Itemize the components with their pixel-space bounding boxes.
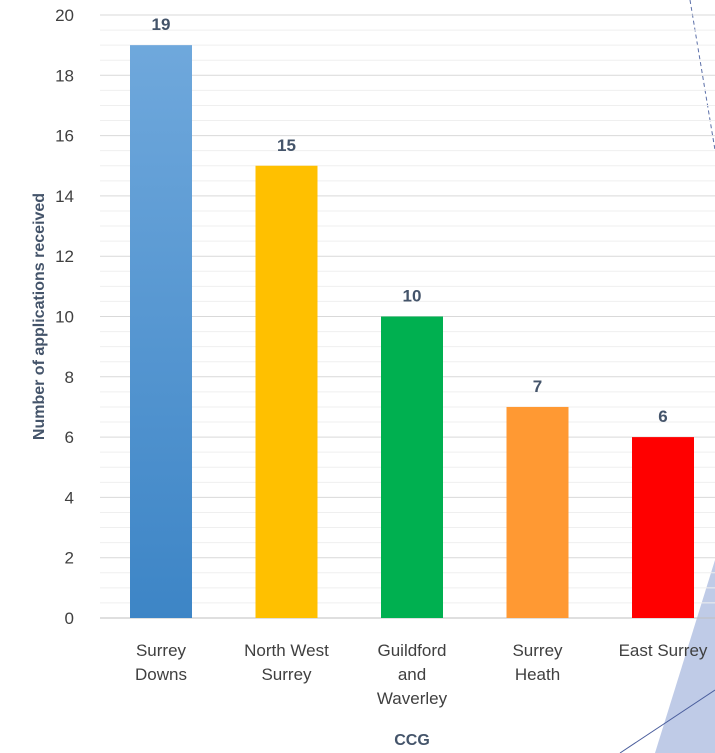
bar	[506, 406, 569, 618]
y-tick-label: 0	[65, 609, 74, 628]
x-category-label: Surrey Downs	[135, 641, 187, 684]
y-tick-labels: 0 2 4 6 8 10 12 14 16 18 20	[55, 6, 74, 628]
x-category-label: Surrey Heath	[512, 641, 563, 684]
y-tick-label: 8	[65, 368, 74, 387]
data-label: 6	[658, 407, 667, 426]
data-label: 10	[403, 287, 422, 306]
data-label: 15	[277, 136, 296, 155]
y-tick-label: 6	[65, 428, 74, 447]
y-tick-label: 2	[65, 549, 74, 568]
x-category-label: East Surrey	[619, 641, 708, 660]
x-category-label: North West Surrey	[244, 641, 329, 684]
bar	[255, 165, 318, 618]
bar	[381, 316, 443, 618]
y-tick-label: 16	[55, 127, 74, 146]
y-tick-label: 10	[55, 308, 74, 327]
data-label: 7	[533, 377, 542, 396]
x-category-label: Guildford and Waverley	[377, 641, 448, 708]
bars	[130, 45, 694, 618]
y-tick-label: 20	[55, 6, 74, 25]
y-tick-label: 4	[65, 488, 74, 507]
y-tick-label: 18	[55, 66, 74, 85]
y-axis-title: Number of applications received	[31, 193, 48, 440]
bar	[632, 437, 694, 618]
data-labels: 19 15 10 7 6	[152, 15, 668, 426]
bar	[130, 45, 192, 618]
decorative-shapes	[619, 0, 715, 753]
x-axis-title: CCG	[394, 732, 430, 749]
y-tick-label: 14	[55, 187, 74, 206]
data-label: 19	[152, 15, 171, 34]
x-category-labels: Surrey Downs North West Surrey Guildford and W…	[135, 641, 708, 708]
y-tick-label: 12	[55, 247, 74, 266]
